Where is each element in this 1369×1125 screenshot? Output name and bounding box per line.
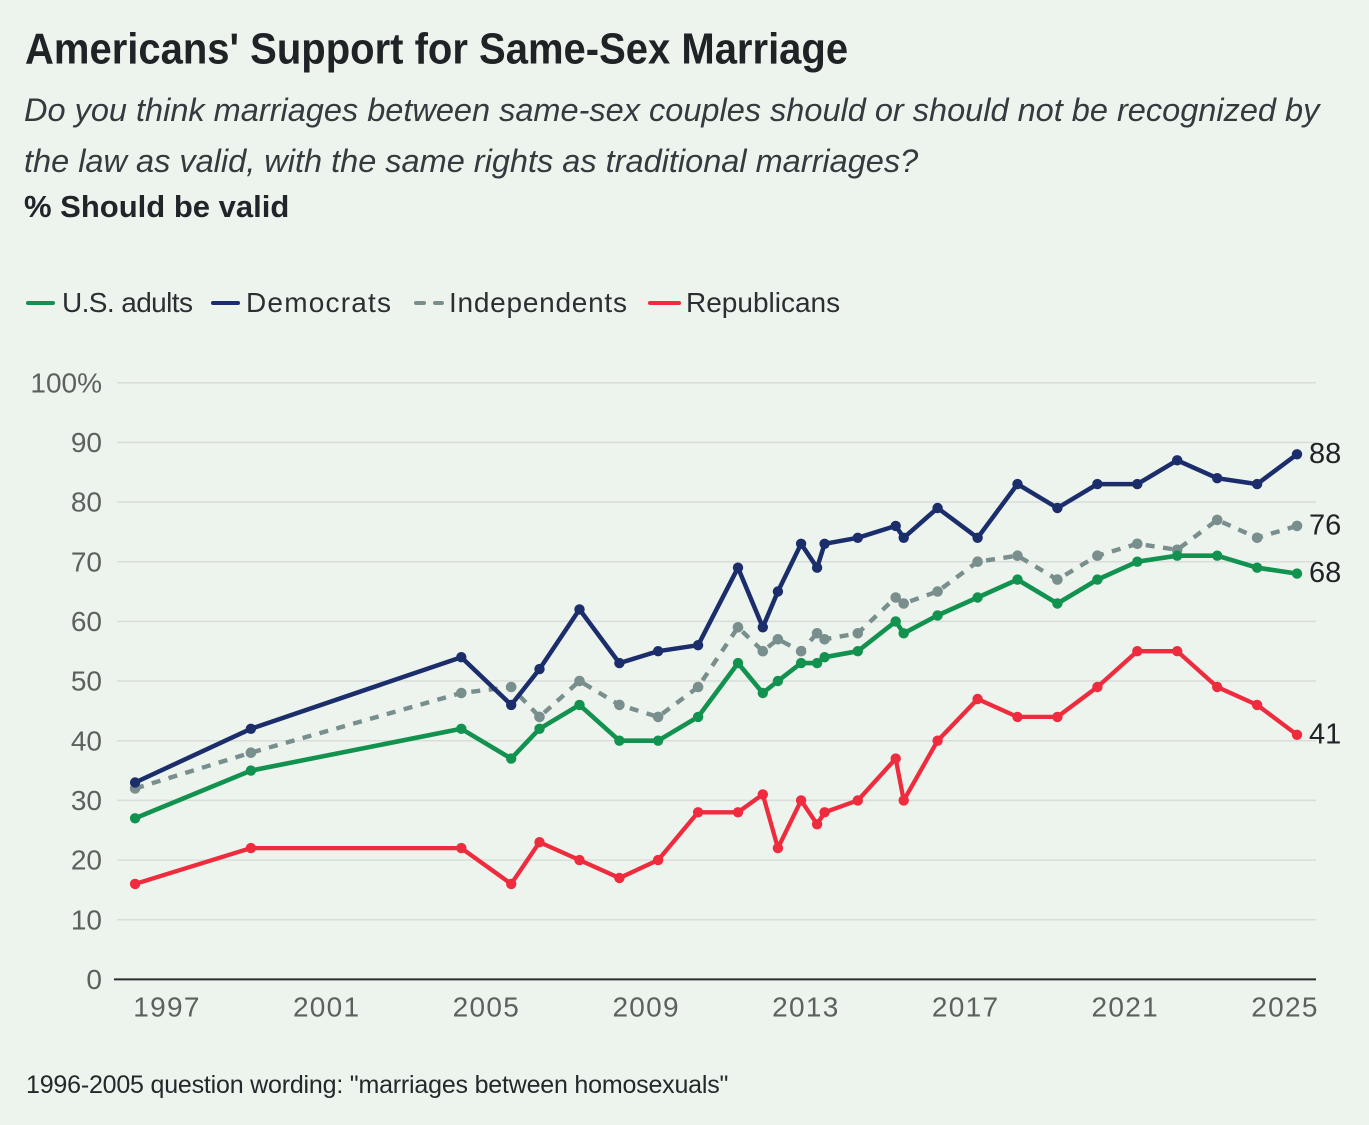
svg-text:2025: 2025 [1251, 992, 1319, 1023]
svg-text:60: 60 [71, 606, 102, 637]
svg-text:10: 10 [71, 904, 102, 935]
svg-text:30: 30 [71, 785, 102, 816]
svg-text:68: 68 [1309, 557, 1341, 589]
svg-text:100%: 100% [30, 367, 102, 398]
svg-text:70: 70 [71, 546, 102, 577]
svg-text:2001: 2001 [293, 992, 361, 1023]
svg-text:0: 0 [86, 964, 102, 995]
svg-text:88: 88 [1309, 438, 1341, 470]
svg-text:2021: 2021 [1092, 992, 1160, 1023]
svg-text:41: 41 [1309, 718, 1341, 750]
svg-text:2017: 2017 [932, 992, 1000, 1023]
svg-text:2009: 2009 [612, 992, 680, 1023]
svg-text:20: 20 [71, 845, 102, 876]
svg-text:2013: 2013 [772, 992, 840, 1023]
svg-text:76: 76 [1309, 509, 1341, 541]
svg-text:1997: 1997 [133, 992, 201, 1023]
svg-text:80: 80 [71, 487, 102, 518]
svg-text:50: 50 [71, 666, 102, 697]
svg-text:90: 90 [71, 427, 102, 458]
svg-text:40: 40 [71, 725, 102, 756]
svg-text:2005: 2005 [453, 992, 521, 1023]
